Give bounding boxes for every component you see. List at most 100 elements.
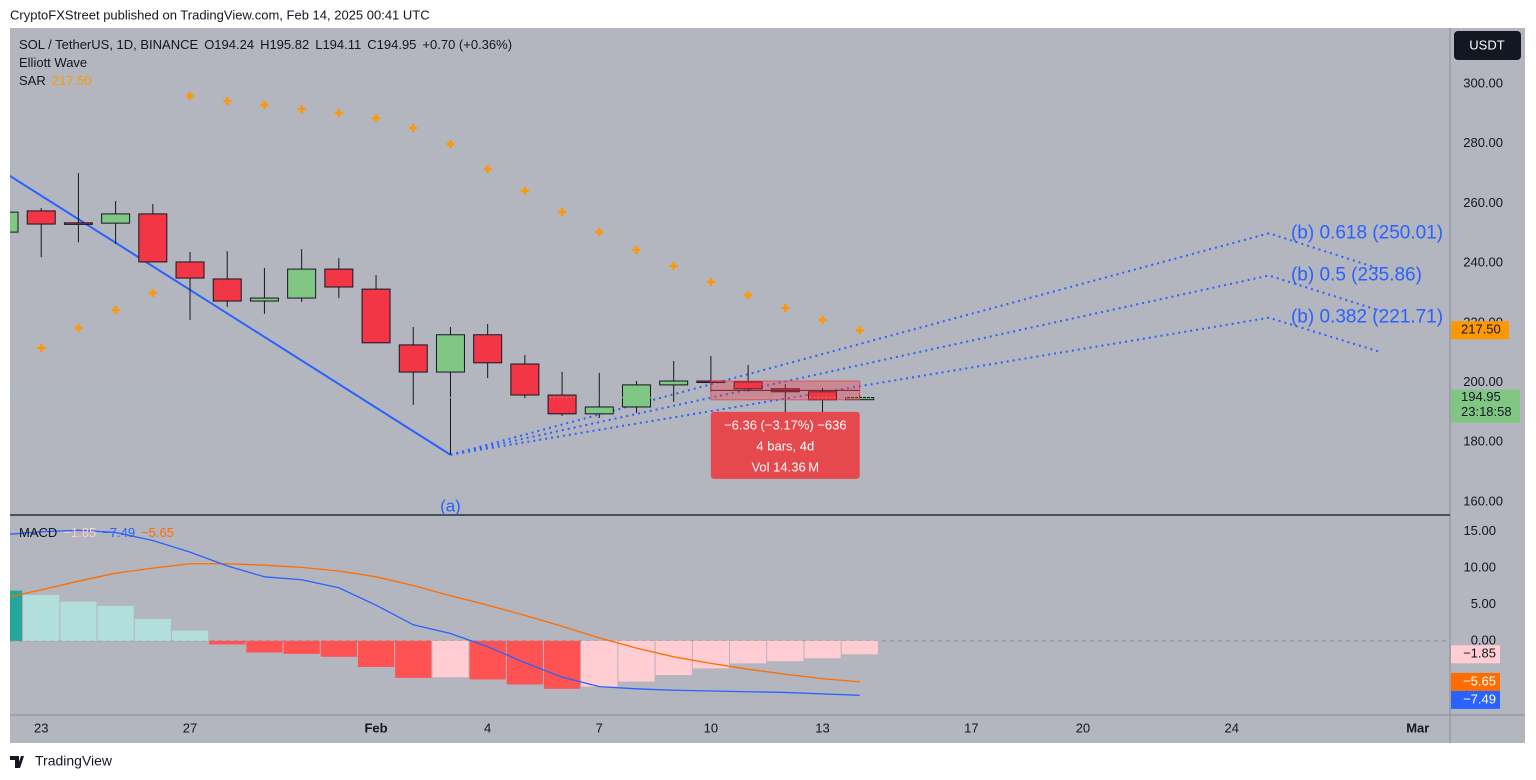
y-tick-label: 10.00 — [1463, 560, 1496, 575]
measure-text: −6.36 (−3.17%) −636 — [724, 417, 847, 432]
x-tick-label: 24 — [1225, 720, 1239, 735]
macd-pane — [10, 529, 1450, 696]
candle-body — [733, 381, 763, 390]
histogram-bar — [730, 640, 767, 664]
sar-point — [260, 100, 269, 109]
histogram-bar — [543, 640, 581, 689]
quote-item: L194.11 — [315, 37, 362, 52]
candle-body — [361, 288, 391, 344]
measure-text: 4 bars, 4d — [756, 438, 814, 453]
candle-body — [547, 394, 577, 415]
study-name: Elliott Wave — [19, 55, 88, 70]
histogram-bar — [320, 640, 357, 657]
brand: TradingView — [35, 753, 113, 769]
sar-point — [706, 277, 715, 286]
sar-name: SAR — [19, 73, 46, 88]
sar-badge — [1451, 321, 1509, 340]
wave-label: (a) — [440, 496, 461, 515]
brand-logo — [10, 756, 24, 768]
quote-item: H195.82 — [260, 37, 310, 52]
histogram-bar — [209, 640, 246, 645]
sar-point — [744, 291, 753, 300]
countdown-label: 23:18:58 — [1461, 404, 1512, 419]
macd-badge-label: −7.49 — [1463, 691, 1496, 706]
macd-value: −7.49 — [102, 525, 136, 540]
y-tick-label: 160.00 — [1463, 493, 1503, 508]
x-tick-label: 10 — [704, 720, 718, 735]
candle-body — [621, 384, 651, 408]
signal-value: −5.65 — [141, 525, 174, 540]
histogram-bar — [618, 640, 655, 682]
histogram-bar — [432, 640, 469, 678]
price-badge-label: 194.95 — [1461, 389, 1501, 404]
y-tick-label: 180.00 — [1463, 434, 1503, 449]
axes: 160.00180.00200.00220.00240.00260.00280.… — [34, 76, 1520, 735]
sar-point — [595, 228, 604, 237]
candle-body — [473, 334, 503, 364]
macd-badge — [1451, 690, 1500, 709]
histogram-bar — [10, 590, 23, 641]
x-tick-label: 7 — [596, 720, 603, 735]
sar-point — [37, 343, 46, 352]
candle-body — [63, 222, 93, 225]
y-tick-label: 280.00 — [1463, 135, 1503, 150]
histogram-value: −1.85 — [63, 525, 97, 540]
symbol-title: SOL / TetherUS, 1D, BINANCE — [19, 37, 199, 52]
candle-body — [287, 268, 317, 299]
quote-item: O194.24 — [204, 37, 255, 52]
candle-body — [26, 210, 56, 225]
measure-text: Vol 14.36 M — [751, 459, 819, 474]
price-pane: (b) 0.618 (250.01) (b) 0.5 (235.86) (b) 0.… — [10, 92, 1450, 479]
y-tick-label: 5.00 — [1471, 596, 1496, 611]
histogram-bar — [23, 595, 60, 641]
histogram-bar — [655, 640, 692, 675]
sar-point — [855, 326, 864, 335]
fib-label: (b) 0.618 (250.01) — [1291, 222, 1443, 243]
macd-name: MACD — [19, 525, 58, 540]
y-tick-label: 300.00 — [1463, 76, 1503, 91]
fib-label: (b) 0.5 (235.86) — [1291, 265, 1422, 286]
sar-point — [148, 288, 157, 297]
y-tick-label: 240.00 — [1463, 255, 1503, 270]
sar-point — [520, 186, 529, 195]
histogram-bar — [283, 640, 320, 654]
histogram-bar — [395, 640, 432, 678]
histogram-bar — [171, 630, 209, 641]
sar-point — [74, 323, 83, 332]
x-tick-label: 27 — [183, 720, 197, 735]
sar-point — [558, 208, 567, 217]
x-tick-label: Feb — [364, 720, 387, 735]
macd-line — [10, 529, 860, 696]
sar-point — [111, 305, 120, 314]
histogram-badge — [1451, 645, 1500, 664]
sar-point — [297, 105, 306, 114]
signal-badge-label: −5.65 — [1463, 673, 1496, 688]
candle-body — [324, 268, 354, 288]
histogram-bar — [581, 640, 618, 687]
y-tick-label: 0.00 — [1471, 632, 1496, 647]
quote: O194.24 H195.82 L194.11 C194.95 +0.70 (+0.36… — [204, 37, 518, 52]
study-legend: Elliott Wave — [19, 55, 93, 70]
histogram-bar — [767, 640, 804, 662]
macd-legend: MACD −1.85 −7.49 −5.65 — [19, 525, 180, 540]
sar-point — [223, 97, 232, 106]
currency-button[interactable] — [1454, 31, 1521, 60]
candle-body — [10, 211, 19, 233]
candle-body — [435, 334, 465, 373]
currency-label: USDT — [1469, 37, 1504, 52]
fib-projection — [450, 316, 1381, 456]
candle-body — [138, 213, 168, 263]
histogram-bar — [134, 619, 171, 641]
x-tick-label: 13 — [815, 720, 829, 735]
histogram-bar — [804, 640, 841, 659]
x-tick-label: Mar — [1406, 720, 1429, 735]
candle-body — [249, 297, 279, 302]
histogram-bar — [246, 640, 283, 653]
sar-point — [483, 165, 492, 174]
histogram-bar — [60, 601, 97, 641]
y-tick-label: 200.00 — [1463, 374, 1503, 389]
candle-body — [398, 344, 428, 373]
quote-item: +0.70 (+0.36%) — [422, 37, 513, 52]
